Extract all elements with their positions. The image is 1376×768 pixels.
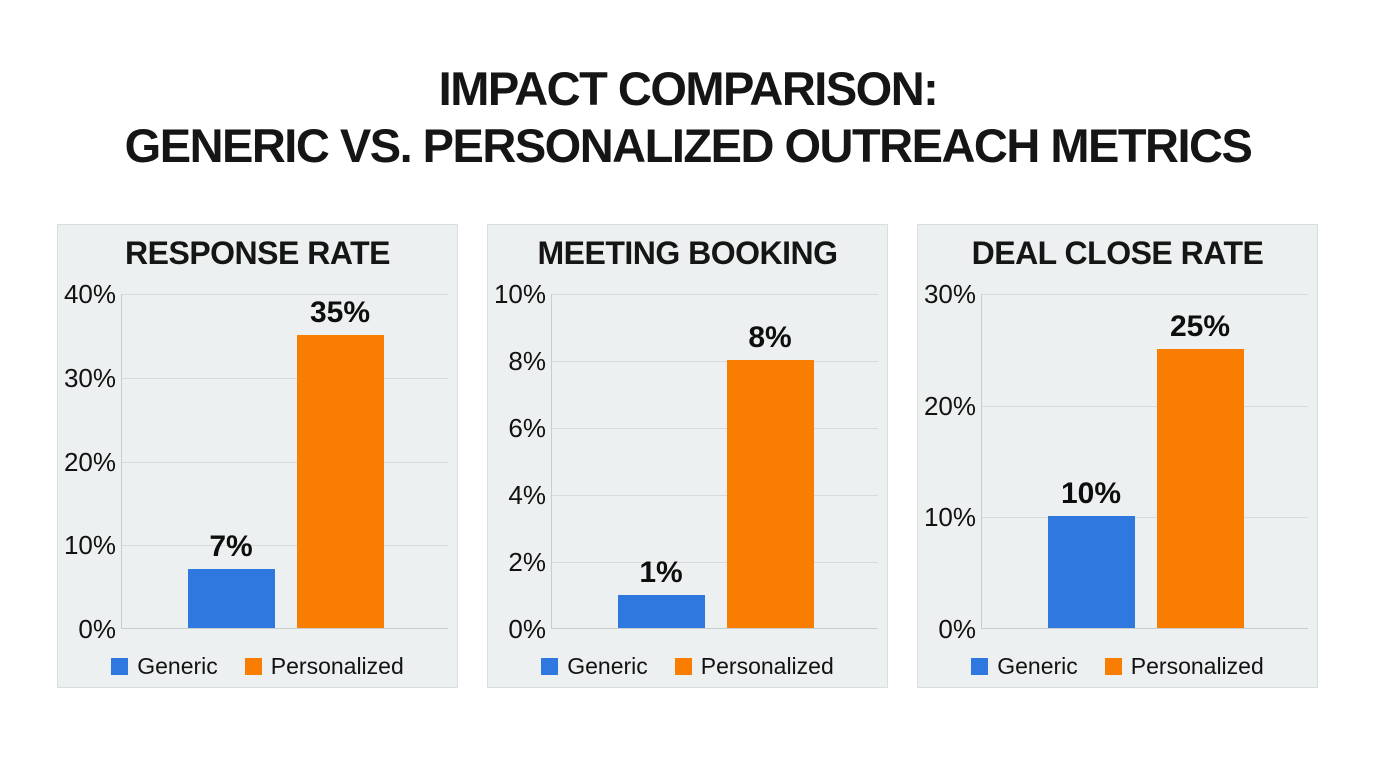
chart-panel-meeting-booking: MEETING BOOKING 0% 2% 4% 6% 8% 10% 1% 8% Generic P…: [487, 224, 888, 688]
plot-area-response-rate: 7% 35%: [121, 294, 448, 629]
bar-generic: [617, 594, 705, 628]
gridline: [552, 562, 878, 563]
y-axis-tick-label: 20%: [923, 390, 976, 421]
legend-label: Personalized: [270, 652, 404, 679]
chart-title-deal-close-rate: DEAL CLOSE RATE: [971, 235, 1264, 271]
gridline: [982, 294, 1308, 295]
main-title-line2: GENERIC VS. PERSONALIZED OUTREACH METRIC…: [124, 119, 1253, 172]
legend-label: Generic: [137, 652, 218, 679]
legend-response-rate: Generic Personalized: [58, 653, 457, 679]
legend-item-generic: Generic: [971, 653, 1078, 680]
y-axis-tick-label: 2%: [508, 547, 546, 577]
gridline: [982, 517, 1308, 519]
y-axis-tick-label: 10%: [923, 502, 976, 533]
gridline: [552, 294, 878, 295]
bar-personalized: [726, 360, 814, 628]
y-axis-tick-label: 20%: [63, 446, 116, 477]
chart-title-response-rate: RESPONSE RATE: [125, 235, 390, 271]
legend-meeting-booking: Generic Personalized: [488, 653, 887, 679]
bar-value-label: 35%: [309, 295, 371, 329]
gridline: [552, 428, 878, 429]
y-axis-tick-label: 30%: [923, 279, 976, 309]
bar-generic: [187, 569, 275, 628]
legend-swatch-icon: [1104, 657, 1122, 675]
plot-area-deal-close-rate: 10% 25%: [981, 294, 1308, 629]
legend-item-generic: Generic: [541, 653, 648, 680]
main-title-line1: IMPACT COMPARISON:: [438, 62, 939, 115]
y-axis-tick-label: 10%: [63, 530, 116, 561]
main-title: IMPACT COMPARISON: GENERIC VS. PERSONALI…: [0, 60, 1376, 174]
legend-swatch-icon: [971, 657, 989, 675]
chart-panel-deal-close-rate: DEAL CLOSE RATE 0% 10% 20% 30% 10% 25% Generic P…: [917, 224, 1318, 688]
legend-swatch-icon: [541, 657, 559, 675]
chart-title-meeting-booking: MEETING BOOKING: [537, 235, 838, 271]
bar-value-label: 1%: [639, 555, 683, 589]
bar-value-label: 8%: [748, 321, 792, 354]
charts-row: RESPONSE RATE 0% 10% 20% 30% 40% 7% 35% Generic P…: [57, 224, 1319, 688]
gridline: [122, 545, 448, 547]
legend-deal-close-rate: Generic Personalized: [918, 653, 1317, 679]
legend-label: Personalized: [700, 652, 834, 679]
legend-swatch-icon: [674, 657, 692, 675]
legend-item-personalized: Personalized: [1104, 652, 1264, 680]
legend-swatch-icon: [111, 657, 129, 675]
gridline: [552, 361, 878, 362]
y-axis-tick-label: 0%: [78, 614, 116, 644]
gridline: [122, 377, 448, 379]
bar-value-label: 25%: [1169, 309, 1231, 343]
chart-panel-response-rate: RESPONSE RATE 0% 10% 20% 30% 40% 7% 35% Generic P…: [57, 224, 458, 688]
y-axis-tick-label: 0%: [938, 614, 976, 644]
y-axis-tick-label: 4%: [508, 480, 546, 510]
legend-label: Generic: [567, 652, 648, 679]
legend-item-personalized: Personalized: [244, 652, 404, 680]
gridline: [122, 294, 448, 295]
y-axis-tick-label: 10%: [493, 279, 546, 309]
y-axis-tick-label: 40%: [63, 279, 116, 309]
y-axis-tick-label: 6%: [508, 413, 546, 443]
legend-label: Personalized: [1130, 652, 1264, 679]
y-axis-tick-label: 0%: [508, 614, 546, 644]
legend-label: Generic: [997, 652, 1078, 679]
gridline: [982, 405, 1308, 407]
gridline: [552, 495, 878, 496]
bar-generic: [1047, 516, 1135, 628]
bar-value-label: 10%: [1060, 477, 1122, 511]
plot-area-meeting-booking: 1% 8%: [551, 294, 878, 629]
bar-personalized: [296, 334, 384, 628]
legend-item-personalized: Personalized: [674, 652, 834, 680]
bar-value-label: 7%: [209, 530, 253, 564]
gridline: [122, 461, 448, 463]
y-axis-tick-label: 8%: [508, 346, 546, 376]
legend-swatch-icon: [244, 657, 262, 675]
legend-item-generic: Generic: [111, 653, 218, 680]
y-axis-tick-label: 30%: [63, 362, 116, 393]
bar-personalized: [1156, 348, 1244, 628]
